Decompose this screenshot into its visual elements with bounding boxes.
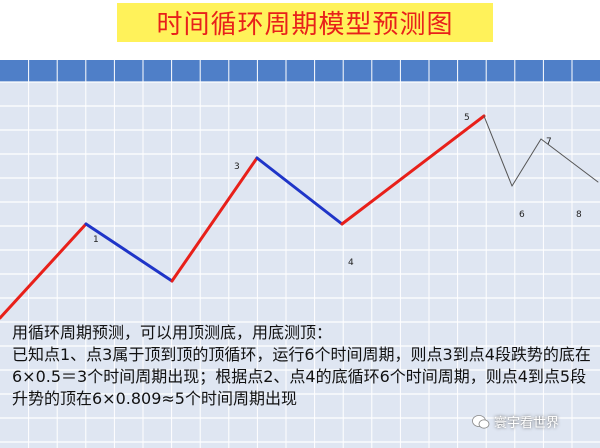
trend-segment-down xyxy=(255,156,344,226)
grid-background xyxy=(0,60,600,448)
wechat-icon xyxy=(472,414,490,429)
trend-segment-up xyxy=(340,114,486,226)
trend-segment-forecast xyxy=(483,115,513,187)
trend-segment-forecast xyxy=(540,138,599,183)
point-label-1: 1 xyxy=(93,235,99,245)
watermark: 寰宇看世界 xyxy=(472,412,559,431)
point-label-6: 6 xyxy=(519,210,525,220)
description-text: 用循环周期预测，可以用顶测底，用底测顶： 已知点1、点3属于顶到顶的顶循环，运行… xyxy=(12,323,591,408)
point-label-3: 3 xyxy=(234,162,240,172)
trend-segment-up xyxy=(170,156,259,283)
trend-segment-forecast xyxy=(511,138,542,187)
page-title: 时间循环周期模型预测图 xyxy=(156,10,454,40)
watermark-text: 寰宇看世界 xyxy=(494,416,560,431)
chart-panel: 1 3 4 5 6 7 8 xyxy=(0,60,600,448)
trend-segment-down xyxy=(84,222,174,283)
cycle-chart: 1 3 4 5 6 7 8 xyxy=(0,113,599,320)
trend-segment-up xyxy=(0,222,88,320)
point-label-8: 8 xyxy=(576,210,582,220)
point-label-4: 4 xyxy=(348,258,354,268)
point-label-5: 5 xyxy=(464,113,470,123)
title-banner: 时间循环周期模型预测图 xyxy=(117,3,493,42)
grid-header-band xyxy=(0,60,600,82)
point-label-7: 7 xyxy=(546,137,552,147)
